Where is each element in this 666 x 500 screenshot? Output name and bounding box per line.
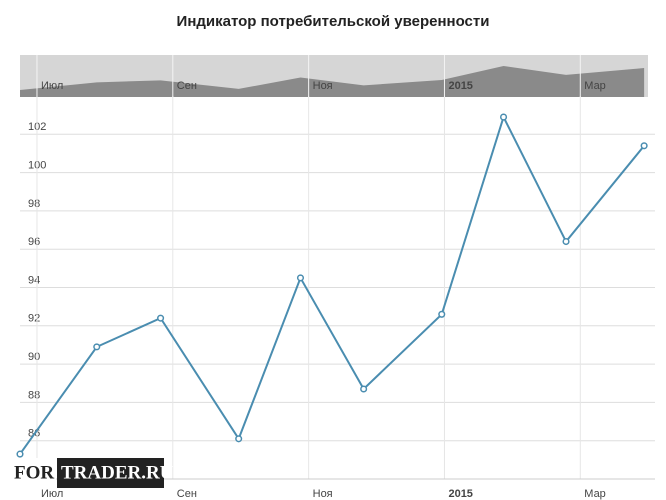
point: [16, 450, 24, 458]
point: [360, 385, 368, 393]
chart-title: Индикатор потребительской уверенности: [177, 13, 490, 30]
x-tick-label: Сен: [177, 488, 197, 500]
navigator-tick-label: 2015: [448, 80, 472, 92]
point: [562, 237, 570, 246]
series-line: [19, 114, 645, 455]
watermark-box: [10, 458, 56, 488]
navigator-tick-label: Мар: [584, 80, 606, 92]
y-tick-label: 98: [28, 198, 40, 210]
navigator-tick-label: Июл: [41, 80, 63, 92]
point: [235, 435, 243, 443]
watermark-box-dark: [57, 458, 164, 488]
point: [157, 314, 165, 322]
point: [438, 310, 446, 318]
point: [296, 274, 305, 282]
point: [93, 343, 101, 351]
x-tick-label: 2015: [448, 488, 472, 500]
point: [500, 113, 508, 121]
x-tick-label: Мар: [584, 488, 606, 500]
watermark: FOR: [14, 462, 54, 483]
x-tick-label: Ноя: [313, 488, 333, 500]
y-tick-label: 94: [28, 274, 40, 286]
watermark: TRADER.RU: [61, 462, 174, 483]
navigator-tick-label: Ноя: [313, 80, 333, 92]
y-tick-label: 88: [28, 389, 40, 401]
point: [640, 142, 648, 150]
y-tick-label: 96: [28, 236, 40, 248]
y-tick-label: 90: [28, 351, 40, 363]
y-tick-label: 92: [28, 313, 40, 325]
navigator-area: [20, 66, 645, 97]
x-tick-label: Июл: [41, 488, 63, 500]
navigator-tick-label: Сен: [177, 80, 197, 92]
